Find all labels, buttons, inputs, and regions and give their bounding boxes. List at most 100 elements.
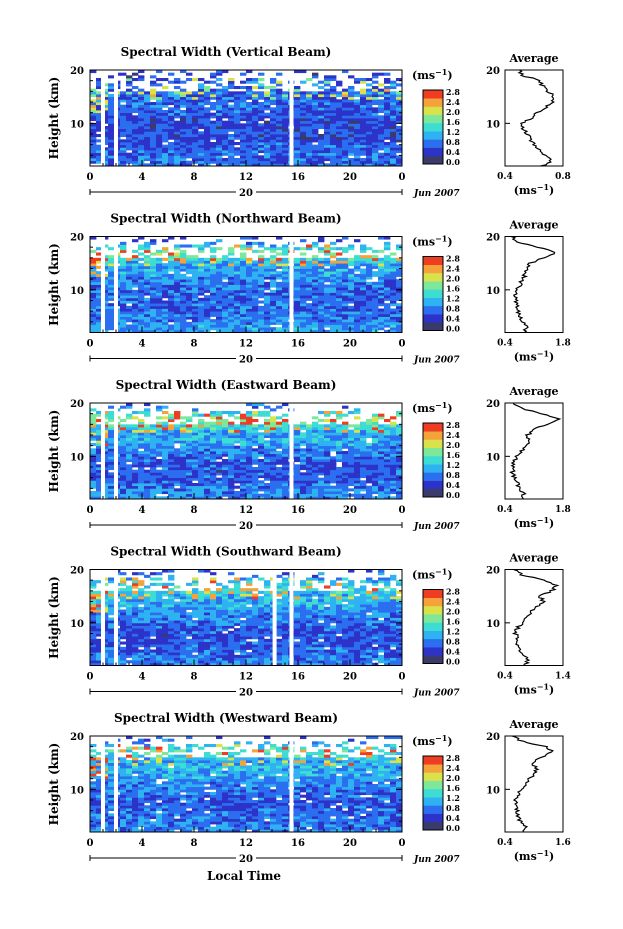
heatmap-cell	[132, 163, 139, 167]
heatmap-cell	[366, 96, 373, 100]
heatmap-cell	[294, 155, 301, 159]
heatmap-cell	[372, 419, 379, 423]
heatmap-cell	[258, 464, 265, 468]
heatmap-cell	[348, 459, 355, 463]
heatmap-cell	[222, 147, 229, 151]
heatmap-cell	[258, 292, 265, 296]
heatmap-cell	[210, 475, 217, 479]
heatmap-cell	[318, 147, 325, 151]
heatmap-cell	[306, 464, 313, 468]
heatmap-cell	[240, 263, 247, 267]
heatmap-cell	[186, 456, 193, 460]
heatmap-cell	[294, 131, 301, 135]
heatmap-cell	[324, 244, 331, 248]
heatmap-cell	[204, 144, 211, 148]
heatmap-cell	[324, 308, 331, 312]
heatmap-cell	[312, 432, 319, 436]
heatmap-cell	[234, 448, 241, 452]
heatmap-cell	[306, 142, 313, 146]
heatmap-cell	[102, 475, 109, 479]
heatmap-cell	[342, 472, 349, 476]
heatmap-cell	[168, 488, 175, 492]
heatmap-cell	[246, 421, 253, 425]
heatmap-cell	[138, 424, 145, 428]
heatmap-cell	[96, 155, 103, 159]
heatmap-cell	[216, 265, 223, 269]
heatmap-cell	[204, 279, 211, 283]
heatmap-cell	[138, 445, 145, 449]
heatmap-cell	[378, 475, 385, 479]
heatmap-cell	[192, 329, 199, 333]
colorbar-swatch	[423, 155, 443, 165]
heatmap-cell	[342, 150, 349, 154]
heatmap-cell	[156, 445, 163, 449]
heatmap-cell	[270, 273, 277, 277]
heatmap-cell	[204, 107, 211, 111]
heatmap-cell	[216, 451, 223, 455]
heatmap-cell	[162, 469, 169, 473]
heatmap-cell	[354, 483, 361, 487]
heatmap-cell	[246, 139, 253, 143]
heatmap-cell	[390, 112, 397, 116]
heatmap-cell	[216, 327, 223, 331]
heatmap-cell	[252, 411, 259, 415]
heatmap-cell	[366, 150, 373, 154]
heatmap-cell	[282, 276, 289, 280]
heatmap-cells	[90, 569, 403, 666]
heatmap-cell	[216, 102, 223, 106]
heatmap-cell	[378, 464, 385, 468]
heatmap-cell	[306, 163, 313, 167]
heatmap-cell	[246, 467, 253, 471]
heatmap-cell	[138, 303, 145, 307]
heatmap-cell	[264, 297, 271, 301]
heatmap-cell	[138, 104, 145, 108]
heatmap-cell	[216, 662, 223, 666]
heatmap-cell	[312, 287, 319, 291]
heatmap-cell	[342, 99, 349, 103]
heatmap-cell	[324, 419, 331, 423]
heatmap-cell	[168, 303, 175, 307]
heatmap-cell	[126, 160, 133, 164]
heatmap-cell	[204, 319, 211, 323]
average-profile-line	[517, 69, 555, 167]
colorbar-tick-label: 0.0	[446, 157, 460, 167]
heatmap-cell	[150, 469, 157, 473]
heatmap-cell	[138, 480, 145, 484]
heatmap-cell	[174, 662, 181, 666]
heatmap-cell	[174, 257, 181, 261]
heatmap-cell	[132, 142, 139, 146]
heatmap-cell	[336, 448, 343, 452]
heatmap-cell	[396, 427, 403, 431]
heatmap-cell	[168, 316, 175, 320]
heatmap-cell	[264, 273, 271, 277]
heatmap-cell	[144, 142, 151, 146]
heatmap-cell	[222, 427, 229, 431]
heatmap-cell	[282, 443, 289, 447]
heatmap-cell	[396, 244, 403, 248]
heatmap-cell	[108, 271, 115, 275]
heatmap-cell	[204, 456, 211, 460]
colorbar-swatch	[423, 472, 443, 481]
colorbar-tick-label: 2.0	[446, 440, 460, 450]
heatmap-cell	[120, 273, 127, 277]
heatmap-cell	[282, 297, 289, 301]
heatmap-cell	[150, 126, 157, 130]
heatmap-cell	[156, 453, 163, 457]
heatmap-cell	[258, 139, 265, 143]
colorbar-tick-label: 2.8	[446, 87, 460, 97]
heatmap-cell	[384, 432, 391, 436]
heatmap-cell	[246, 263, 253, 267]
heatmap-cell	[174, 477, 181, 481]
heatmap-cell	[162, 281, 169, 285]
heatmap-cell	[126, 477, 133, 481]
heatmap-cell	[384, 477, 391, 481]
heatmap-cell	[156, 313, 163, 317]
heatmap-cell	[384, 241, 391, 245]
heatmap-cell	[348, 281, 355, 285]
beam-panel-0: Spectral Width (Vertical Beam)2010Height…	[47, 45, 571, 199]
heatmap-cell	[354, 163, 361, 167]
heatmap-cell	[372, 249, 379, 253]
heatmap-cell	[186, 305, 193, 309]
heatmap-cell	[294, 126, 301, 130]
heatmap-cell	[234, 99, 241, 103]
